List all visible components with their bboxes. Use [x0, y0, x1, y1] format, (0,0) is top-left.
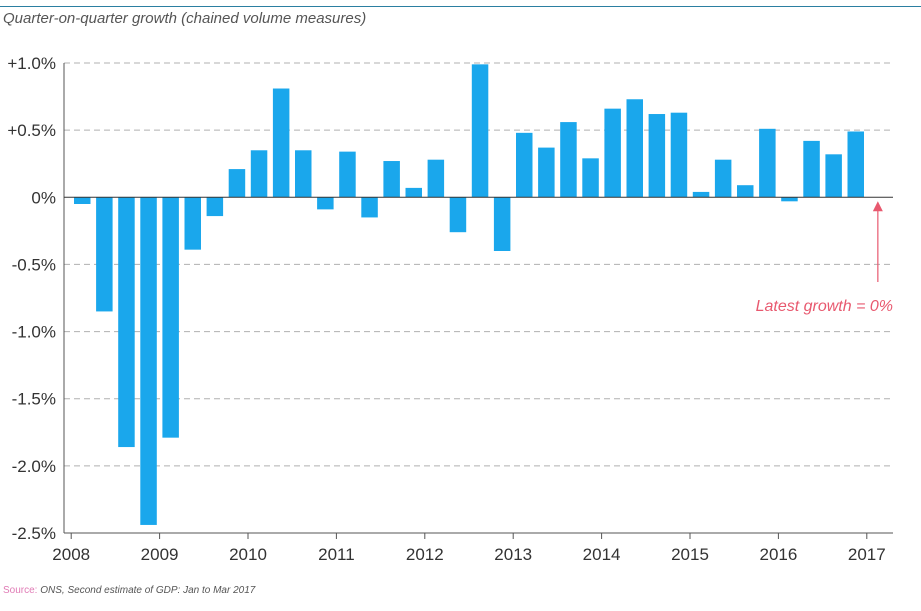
bar [737, 185, 754, 198]
x-tick-label: 2012 [406, 545, 444, 564]
bar [206, 197, 224, 217]
bar [493, 197, 511, 251]
annotation-arrowhead [872, 201, 883, 212]
bar [339, 151, 356, 198]
top-rule [0, 6, 921, 7]
bar [118, 197, 135, 448]
bar [648, 114, 666, 198]
bar [295, 150, 312, 198]
bar [781, 197, 798, 202]
x-tick-label: 2015 [671, 545, 709, 564]
y-tick-label: -2.0% [12, 457, 56, 476]
bar [228, 169, 246, 198]
bar [140, 197, 157, 525]
y-tick-label: -1.5% [12, 390, 56, 409]
bar [538, 147, 555, 198]
bar [74, 197, 91, 204]
bar [626, 99, 643, 198]
bar [582, 158, 599, 198]
y-tick-label: 0% [31, 188, 56, 207]
bar-chart: +1.0% +0.5% 0% -0.5% -1.0% -1.5% -2.0% -2.5% 200… [7, 54, 893, 564]
bar [560, 122, 577, 198]
bar [361, 197, 378, 218]
source-label: Source: [3, 585, 38, 596]
bar [184, 197, 201, 250]
x-tick-label: 2014 [583, 545, 621, 564]
x-tick-label: 2008 [52, 545, 90, 564]
bar [250, 150, 268, 198]
x-tick-label: 2010 [229, 545, 267, 564]
x-tick-label: 2009 [141, 545, 179, 564]
bar [317, 197, 334, 210]
y-tick-label: +0.5% [7, 121, 56, 140]
x-tick-label: 2013 [494, 545, 532, 564]
source-note: Source: ONS, Second estimate of GDP: Jan… [3, 585, 255, 596]
bar [272, 88, 290, 198]
bar [714, 159, 732, 198]
chart-subtitle: Quarter-on-quarter growth (chained volum… [3, 10, 367, 27]
bar [162, 197, 179, 438]
bar [803, 140, 820, 198]
y-tick-label: -0.5% [12, 255, 56, 274]
bar [449, 197, 467, 233]
y-tick-label: +1.0% [7, 54, 56, 73]
x-tick-label: 2017 [848, 545, 886, 564]
source-text: ONS, Second estimate of GDP: Jan to Mar … [40, 585, 256, 596]
bar [427, 159, 445, 198]
bar [516, 132, 533, 198]
y-tick-label: -2.5% [12, 524, 56, 543]
x-tick-label: 2016 [759, 545, 797, 564]
bar [383, 161, 400, 198]
x-tick-label: 2011 [318, 545, 355, 564]
annotation-label: Latest growth = 0% [756, 298, 893, 315]
y-tick-label: -1.0% [12, 323, 56, 342]
bar [604, 108, 621, 198]
bar [471, 64, 489, 198]
bar [759, 128, 776, 198]
bar [847, 131, 864, 198]
bar [670, 112, 688, 198]
bar [825, 154, 842, 198]
bar [405, 187, 422, 198]
bar [692, 191, 710, 198]
bar [96, 197, 113, 312]
